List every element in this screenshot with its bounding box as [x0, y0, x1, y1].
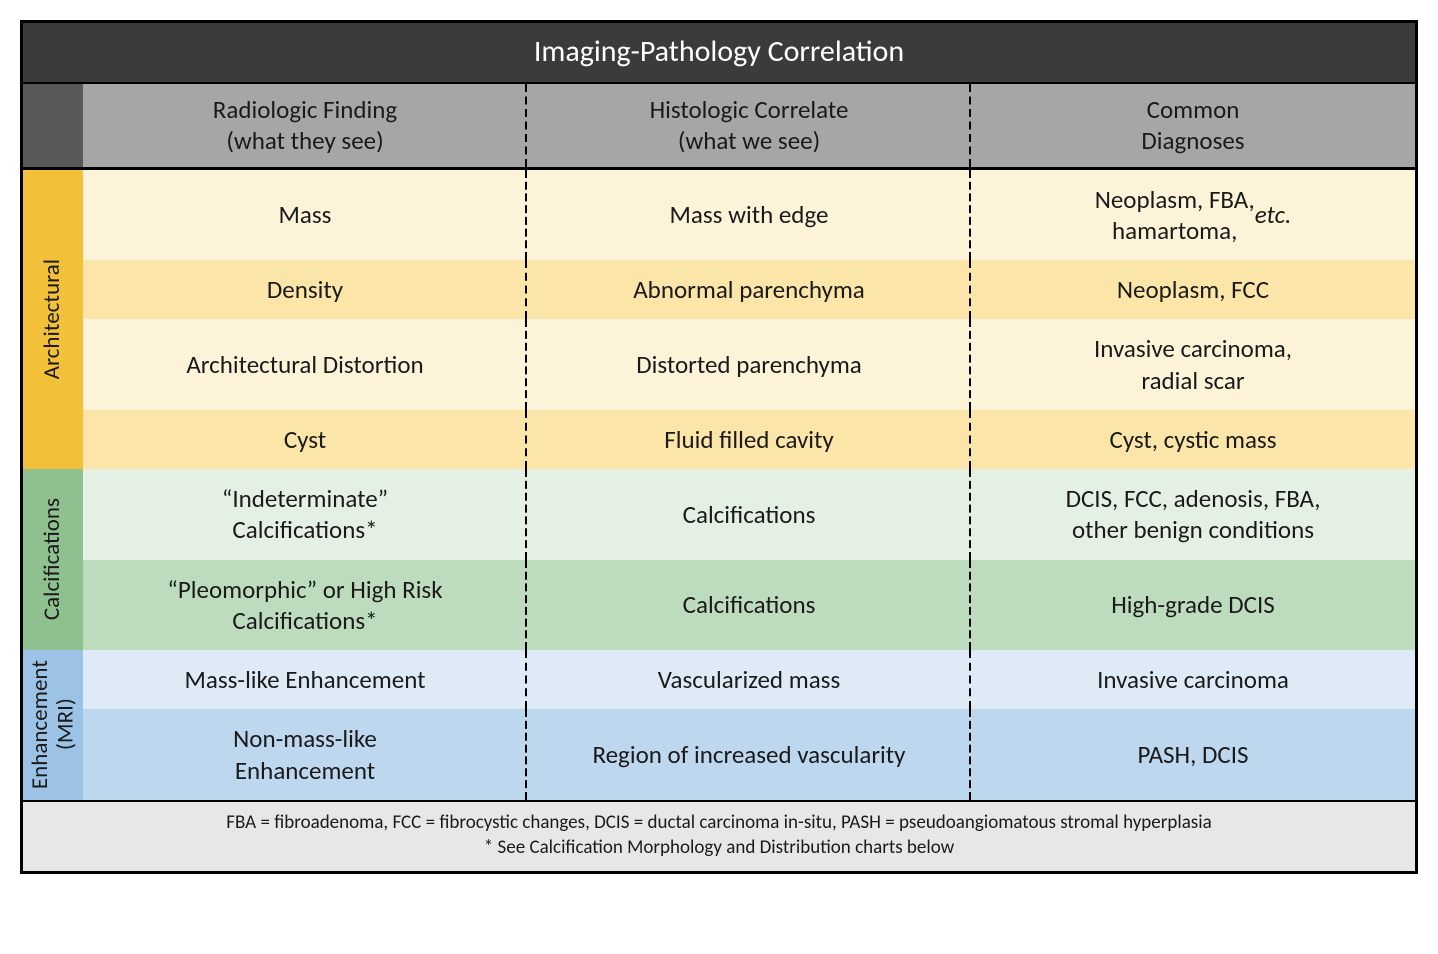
cell-correlate: Vascularized mass	[527, 650, 971, 709]
col-header-line: Radiologic Finding	[213, 94, 397, 125]
cell-diagnoses: High-grade DCIS	[971, 560, 1415, 651]
col-header-diagnoses: Common Diagnoses	[971, 84, 1415, 167]
table-row: Non-mass-likeEnhancementRegion of increa…	[83, 709, 1415, 800]
header-row: Radiologic Finding (what they see) Histo…	[23, 84, 1415, 170]
col-header-line: (what we see)	[678, 125, 820, 156]
col-header-line: Histologic Correlate	[650, 94, 849, 125]
section: Enhancement(MRI)Mass-like EnhancementVas…	[23, 650, 1415, 800]
footer-legend: FBA = fibroadenoma, FCC = fibrocystic ch…	[23, 800, 1415, 871]
cell-diagnoses: Neoplasm, FBA,hamartoma, etc.	[971, 170, 1415, 261]
cell-finding: Mass	[83, 170, 527, 261]
table-row: Mass-like EnhancementVascularized massIn…	[83, 650, 1415, 709]
col-header-line: Common	[1147, 94, 1240, 125]
col-header-radiologic: Radiologic Finding (what they see)	[83, 84, 527, 167]
cell-diagnoses: PASH, DCIS	[971, 709, 1415, 800]
cell-correlate: Fluid filled cavity	[527, 410, 971, 469]
category-label: Architectural	[40, 259, 65, 379]
col-header-line: (what they see)	[226, 125, 383, 156]
table-row: “Pleomorphic” or High RiskCalcifications…	[83, 560, 1415, 651]
header-corner	[23, 84, 83, 167]
table-row: Architectural DistortionDistorted parenc…	[83, 319, 1415, 410]
table-row: CystFluid filled cavityCyst, cystic mass	[83, 410, 1415, 469]
cell-finding: Cyst	[83, 410, 527, 469]
table-row: DensityAbnormal parenchymaNeoplasm, FCC	[83, 260, 1415, 319]
cell-finding: “Indeterminate”Calcifications*	[83, 469, 527, 560]
table-row: “Indeterminate”Calcifications*Calcificat…	[83, 469, 1415, 560]
category-label: Enhancement(MRI)	[28, 660, 79, 789]
table-title: Imaging-Pathology Correlation	[23, 23, 1415, 84]
cell-diagnoses: Cyst, cystic mass	[971, 410, 1415, 469]
cell-correlate: Calcifications	[527, 469, 971, 560]
cell-finding: Density	[83, 260, 527, 319]
footer-line: * See Calcification Morphology and Distr…	[484, 836, 955, 859]
cell-correlate: Mass with edge	[527, 170, 971, 261]
sections-host: Architectural MassMass with edgeNeoplasm,…	[23, 170, 1415, 800]
col-header-line: Diagnoses	[1141, 125, 1244, 156]
cell-correlate: Calcifications	[527, 560, 971, 651]
table-row: MassMass with edgeNeoplasm, FBA,hamartom…	[83, 170, 1415, 261]
category-cell: Enhancement(MRI)	[23, 650, 83, 800]
cell-correlate: Distorted parenchyma	[527, 319, 971, 410]
rows-wrap: Mass-like EnhancementVascularized massIn…	[83, 650, 1415, 800]
category-cell: Calcifications	[23, 469, 83, 650]
cell-finding: Mass-like Enhancement	[83, 650, 527, 709]
cell-finding: Architectural Distortion	[83, 319, 527, 410]
rows-wrap: MassMass with edgeNeoplasm, FBA,hamartom…	[83, 170, 1415, 470]
section: Architectural MassMass with edgeNeoplasm,…	[23, 170, 1415, 470]
cell-finding: “Pleomorphic” or High RiskCalcifications…	[83, 560, 527, 651]
category-label: Calcifications	[40, 498, 65, 620]
cell-diagnoses: DCIS, FCC, adenosis, FBA,other benign co…	[971, 469, 1415, 560]
cell-diagnoses: Invasive carcinoma,radial scar	[971, 319, 1415, 410]
footer-line: FBA = fibroadenoma, FCC = fibrocystic ch…	[226, 811, 1211, 834]
cell-correlate: Region of increased vascularity	[527, 709, 971, 800]
rows-wrap: “Indeterminate”Calcifications*Calcificat…	[83, 469, 1415, 650]
cell-correlate: Abnormal parenchyma	[527, 260, 971, 319]
cell-diagnoses: Neoplasm, FCC	[971, 260, 1415, 319]
cell-finding: Non-mass-likeEnhancement	[83, 709, 527, 800]
correlation-table: Imaging-Pathology Correlation Radiologic…	[20, 20, 1418, 874]
section: Calcifications“Indeterminate”Calcificati…	[23, 469, 1415, 650]
cell-diagnoses: Invasive carcinoma	[971, 650, 1415, 709]
category-cell: Architectural	[23, 170, 83, 470]
col-header-histologic: Histologic Correlate (what we see)	[527, 84, 971, 167]
